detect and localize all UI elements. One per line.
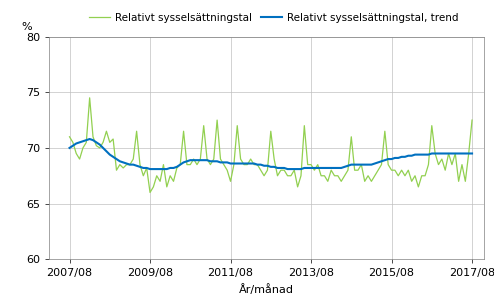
Relativt sysselsättningstal, trend (345, 164, 351, 167)
Relativt sysselsättningstal (86, 96, 92, 100)
Relativt sysselsättningstal, trend (167, 166, 173, 170)
Line: Relativt sysselsättningstal, trend: Relativt sysselsättningstal, trend (70, 139, 472, 169)
Relativt sysselsättningstal (469, 118, 475, 122)
Relativt sysselsättningstal, trend (449, 152, 455, 155)
Legend: Relativt sysselsättningstal, Relativt sysselsättningstal, trend: Relativt sysselsättningstal, Relativt sy… (89, 13, 458, 23)
Relativt sysselsättningstal, trend (86, 137, 92, 141)
Relativt sysselsättningstal (345, 168, 351, 172)
Relativt sysselsättningstal (167, 174, 173, 178)
Relativt sysselsättningstal (245, 163, 250, 167)
Relativt sysselsättningstal (67, 135, 73, 138)
Relativt sysselsättningstal, trend (147, 167, 153, 171)
Line: Relativt sysselsättningstal: Relativt sysselsättningstal (70, 98, 472, 192)
Relativt sysselsättningstal, trend (67, 146, 73, 150)
Relativt sysselsättningstal (325, 179, 331, 183)
Relativt sysselsättningstal (449, 163, 455, 167)
X-axis label: År/månad: År/månad (239, 284, 294, 295)
Relativt sysselsättningstal (110, 137, 116, 141)
Relativt sysselsättningstal, trend (325, 166, 331, 170)
Relativt sysselsättningstal, trend (469, 152, 475, 155)
Text: %: % (21, 22, 32, 32)
Relativt sysselsättningstal, trend (245, 162, 250, 165)
Relativt sysselsättningstal (147, 191, 153, 194)
Relativt sysselsättningstal, trend (110, 155, 116, 159)
